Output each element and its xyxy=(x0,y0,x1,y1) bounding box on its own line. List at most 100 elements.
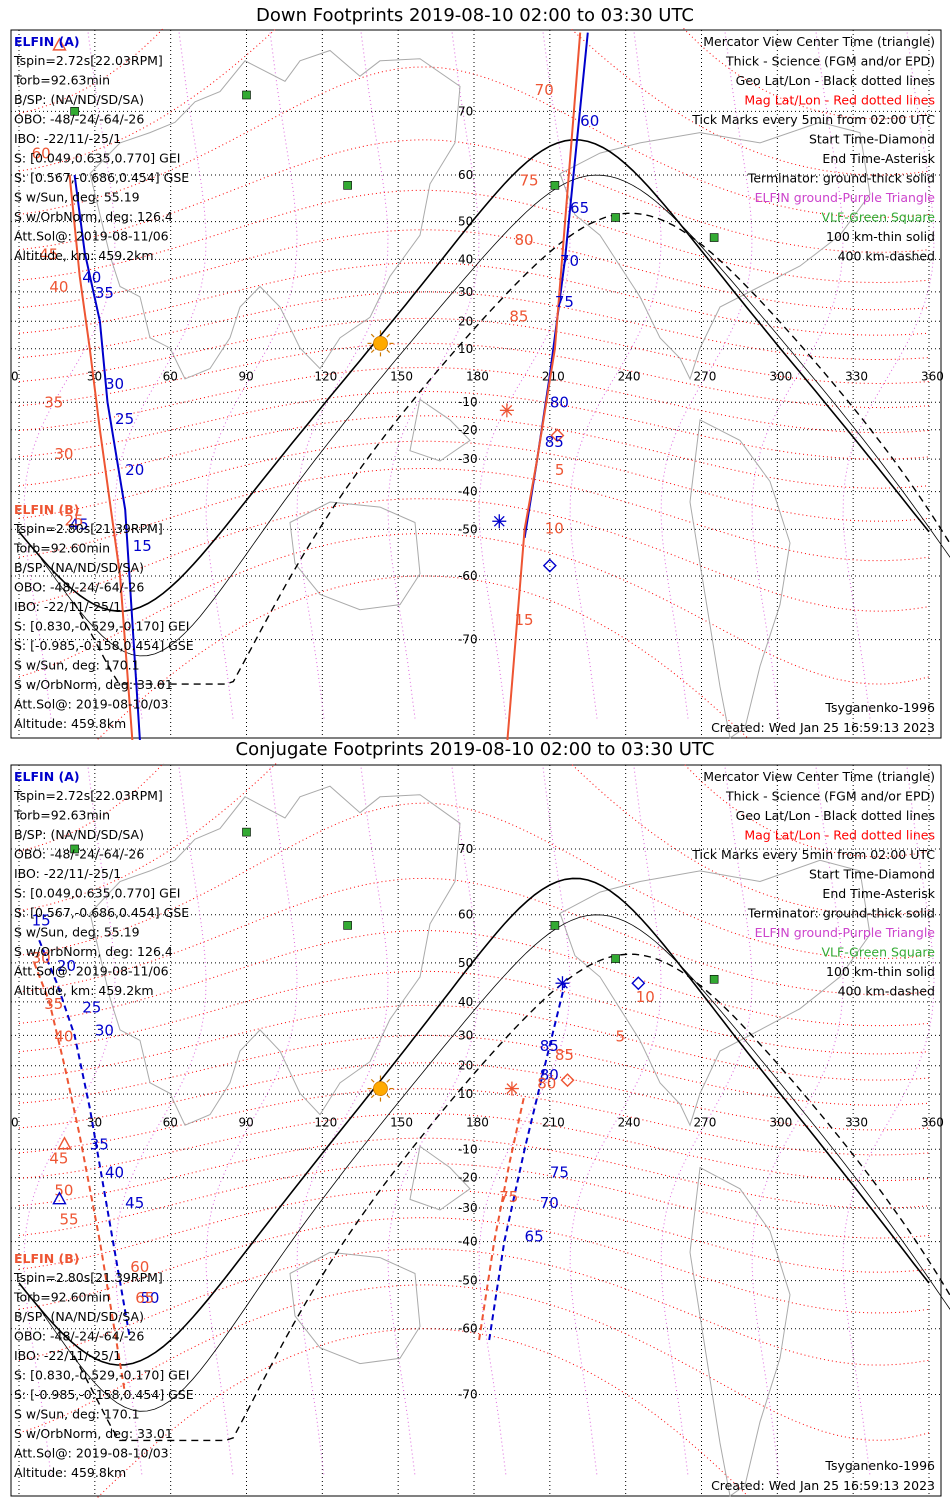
mag-lon-line xyxy=(23,767,116,1476)
mag-lat-line xyxy=(18,1004,930,1081)
segment-label-a: 80 xyxy=(550,394,569,412)
lat-tick-label: 70 xyxy=(458,842,473,856)
coastline-shape xyxy=(689,1166,791,1497)
end-asterisk xyxy=(555,976,570,991)
coastline-shape xyxy=(409,398,471,462)
geo-grid xyxy=(11,30,941,738)
legend-entry: ELFIN ground-Purple Triangle xyxy=(755,925,936,940)
legend-entry: Tick Marks every 5min from 02:00 UTC xyxy=(691,112,935,127)
lat-tick-label: -60 xyxy=(458,1322,478,1336)
segment-label-b: 15 xyxy=(514,611,533,629)
lat-tick-label: 40 xyxy=(458,252,473,266)
lon-tick-label: 30 xyxy=(87,1116,102,1130)
info-a-line: Tspin=2.72s[22.03RPM] xyxy=(13,788,163,803)
segment-label-b: 85 xyxy=(509,307,528,325)
legend-entry: Mercator View Center Time (triangle) xyxy=(703,34,935,49)
geo-grid xyxy=(11,765,941,1496)
terminator-ground xyxy=(18,138,930,613)
mag-grid xyxy=(18,28,935,740)
lon-tick-label: 150 xyxy=(390,1116,413,1130)
sun-icon xyxy=(367,330,394,357)
mag-lat-line xyxy=(18,763,930,916)
mag-lat-line xyxy=(18,66,930,218)
map-conjugate-footprints: 0 30 60 90 120 150 180 210 240 270 300 330 360 70 60 50… xyxy=(10,763,950,1498)
segment-label-a: 85 xyxy=(540,1037,559,1055)
segment-label-a: 20 xyxy=(57,957,76,975)
sun-ray xyxy=(386,333,391,338)
coastline-shape xyxy=(559,121,871,381)
lat-tick-label: 60 xyxy=(458,908,473,922)
legend-entry: Thick - Science (FGM and/or EPD) xyxy=(725,789,935,804)
segment-label-b: 60 xyxy=(130,1258,149,1276)
segment-label-a: 80 xyxy=(540,1066,559,1084)
lon-tick-label: 120 xyxy=(314,1116,337,1130)
start-diamond xyxy=(631,976,646,991)
track-a-east xyxy=(488,982,566,1341)
model-name: Tsyganenko-1996 xyxy=(824,1458,935,1473)
lat-tick-label: -30 xyxy=(458,1201,478,1215)
map-frame xyxy=(10,764,942,1497)
mag-lon-line xyxy=(660,767,753,1476)
segment-label-b: 50 xyxy=(54,1182,73,1200)
segment-label-b: 80 xyxy=(537,1075,556,1093)
segment-label-a: 75 xyxy=(555,293,574,311)
view-center-triangle xyxy=(52,1191,67,1205)
lat-tick-label: 70 xyxy=(458,104,473,118)
map-down-footprints: 0 30 60 90 120 150 180 210 240 270 300 330 360 70 60 50… xyxy=(10,28,950,740)
lon-tick-label: 0 xyxy=(11,370,19,384)
legend-entry: Thick - Science (FGM and/or EPD) xyxy=(725,54,935,69)
info-a-line: Torb=92.63min xyxy=(13,808,110,823)
vlf-station-square xyxy=(343,921,352,930)
segment-label-a: 65 xyxy=(570,199,589,217)
mag-lat-line xyxy=(18,1189,930,1273)
mag-lat-line xyxy=(18,1162,930,1239)
segment-label-b: 75 xyxy=(520,171,539,189)
info-a-line: S: [0.049,0.635,0.770] GEI xyxy=(14,151,180,166)
sun-icon xyxy=(367,1075,394,1102)
lat-tick-label: -70 xyxy=(458,1387,478,1401)
lon-tick-label: 180 xyxy=(466,370,489,384)
mag-lat-line xyxy=(18,877,930,996)
legend-entry: 100 km-thin solid xyxy=(826,229,935,244)
lon-tick-label: 240 xyxy=(618,1116,641,1130)
terminator xyxy=(18,877,950,1442)
lat-tick-label: 10 xyxy=(458,1087,473,1101)
info-b-line: S w/OrbNorm, deg: 33.01 xyxy=(14,677,173,692)
segment-label-a: 30 xyxy=(105,375,124,393)
segment-label-a: 65 xyxy=(525,1228,544,1246)
start-diamond xyxy=(550,428,565,443)
vlf-station-square xyxy=(242,90,251,100)
info-b-line: OBO: -48/-24/-64/-26 xyxy=(14,580,144,595)
segment-label-b: 5 xyxy=(555,461,565,479)
vlf-station-square xyxy=(550,921,560,930)
legend-entry: Terminator: ground-thick solid xyxy=(747,906,935,921)
lat-tick-label: 30 xyxy=(458,285,473,299)
track-b-west xyxy=(33,962,127,1395)
sun-ray xyxy=(370,1094,375,1099)
mag-lat-line xyxy=(18,498,930,612)
segment-label-b: 80 xyxy=(514,231,533,249)
map-frame xyxy=(10,29,942,739)
segment-label-b: 30 xyxy=(32,949,51,967)
segment-label-b: 65 xyxy=(135,1289,154,1307)
segment-label-b: 5 xyxy=(616,1028,626,1046)
lon-tick-label: 120 xyxy=(314,370,337,384)
info-a-line: Tspin=2.72s[22.03RPM] xyxy=(13,53,163,68)
info-b-line: Altitude: 459.8km xyxy=(14,1465,126,1480)
info-a-line: B/SP: (NA/ND/SD/SA) xyxy=(14,92,144,107)
info-b-line: Tspin=2.80s[21.39RPM] xyxy=(13,1270,163,1285)
mag-lat-line xyxy=(18,802,930,960)
info-a-line: Altitude, km: 459.2km xyxy=(14,983,154,998)
info-b-line: B/SP: (NA/ND/SD/SA) xyxy=(14,560,144,575)
info-a-line: S: [0.049,0.635,0.770] GEI xyxy=(14,886,180,901)
segment-label-a: 35 xyxy=(95,284,114,302)
lat-tick-label: 30 xyxy=(458,1028,473,1042)
info-a-line: S: [0.567,-0.686,0.454] GSE xyxy=(14,905,189,920)
mag-lat-line xyxy=(18,139,930,253)
mag-lat-line xyxy=(18,467,930,562)
info-a-line: OBO: -48/-24/-64/-26 xyxy=(14,112,144,127)
info-b-line: IBO: -22/11/-25/1 xyxy=(14,599,121,614)
info-b-name: ELFIN (B) xyxy=(14,1251,79,1266)
segment-label-a: 35 xyxy=(90,1135,109,1153)
segment-label-b: 35 xyxy=(44,995,63,1013)
